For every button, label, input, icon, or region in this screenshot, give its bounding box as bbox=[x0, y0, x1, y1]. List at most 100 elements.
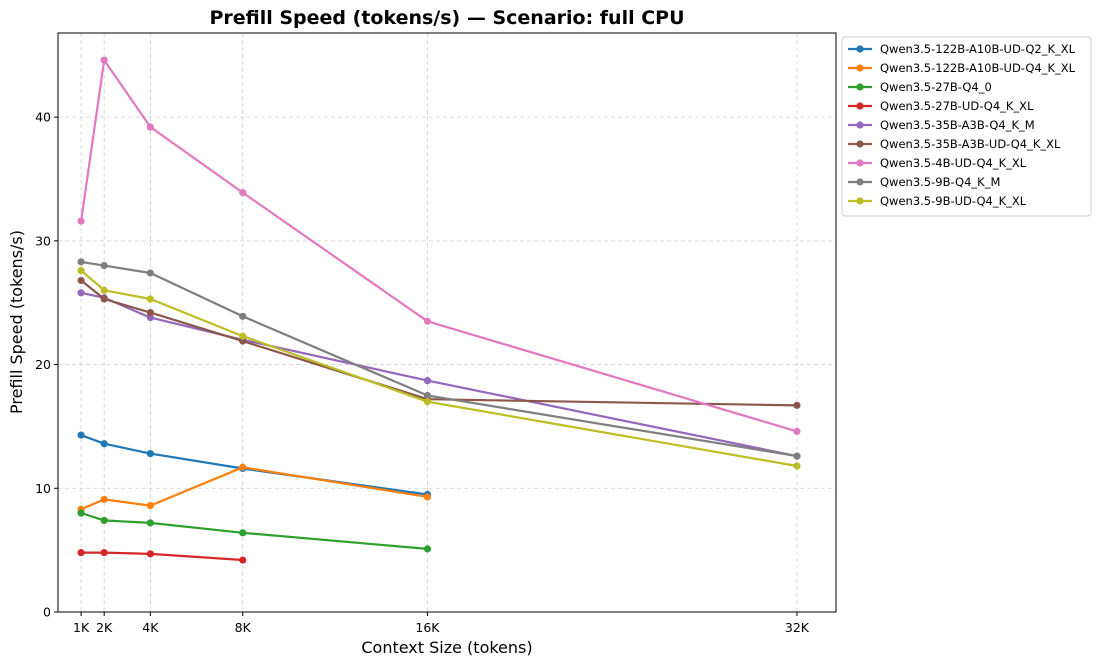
x-axis-label: Context Size (tokens) bbox=[361, 638, 532, 657]
data-point bbox=[77, 217, 85, 225]
data-point bbox=[239, 312, 247, 320]
y-tick-label: 40 bbox=[35, 110, 51, 125]
y-axis-label: Prefill Speed (tokens/s) bbox=[7, 230, 26, 414]
data-point bbox=[77, 258, 85, 266]
data-point bbox=[146, 269, 154, 277]
series-line bbox=[80, 511, 428, 550]
series-8 bbox=[77, 266, 801, 470]
data-point bbox=[100, 261, 108, 270]
legend-swatch-marker bbox=[856, 45, 864, 53]
legend-swatch-marker bbox=[856, 64, 864, 72]
legend-label: Qwen3.5-122B-A10B-UD-Q2_K_XL bbox=[880, 42, 1076, 56]
x-tick-label: 8K bbox=[235, 620, 252, 635]
y-tick-label: 30 bbox=[35, 233, 51, 248]
legend-label: Qwen3.5-35B-A3B-Q4_K_M bbox=[880, 118, 1035, 132]
series-line bbox=[80, 279, 797, 407]
series-7 bbox=[77, 258, 801, 460]
legend-label: Qwen3.5-122B-A10B-UD-Q4_K_XL bbox=[880, 61, 1076, 75]
legend-swatch-marker bbox=[856, 121, 864, 129]
data-point bbox=[100, 56, 108, 64]
data-point bbox=[239, 337, 247, 345]
axis-ticks: 1K 2K 4K 8K 16K 32K 0 10 20 30 40 bbox=[35, 110, 810, 635]
data-point bbox=[146, 313, 154, 322]
legend-item: Qwen3.5-35B-A3B-Q4_K_M bbox=[848, 118, 1035, 132]
data-point bbox=[77, 266, 85, 275]
y-tick-label: 20 bbox=[35, 357, 51, 372]
legend-swatch-marker bbox=[856, 197, 864, 205]
series-line bbox=[80, 269, 798, 468]
data-point bbox=[100, 516, 108, 525]
legend-label: Qwen3.5-9B-UD-Q4_K_XL bbox=[880, 194, 1027, 208]
legend-item: Qwen3.5-9B-UD-Q4_K_XL bbox=[848, 194, 1027, 208]
data-point bbox=[77, 431, 85, 439]
data-point bbox=[793, 452, 801, 460]
y-tick-label: 10 bbox=[35, 481, 51, 496]
data-point bbox=[100, 295, 108, 303]
data-point bbox=[100, 495, 108, 504]
data-point bbox=[146, 123, 154, 131]
data-point bbox=[100, 549, 108, 557]
data-point bbox=[77, 509, 85, 517]
legend-swatch-marker bbox=[856, 140, 864, 148]
data-point bbox=[239, 188, 247, 197]
x-tick-label: 32K bbox=[785, 620, 810, 635]
legend: Qwen3.5-122B-A10B-UD-Q2_K_XL Qwen3.5-122B… bbox=[841, 36, 1092, 217]
legend-label: Qwen3.5-27B-UD-Q4_K_XL bbox=[880, 99, 1034, 113]
plot-area bbox=[57, 32, 837, 613]
x-tick-label: 2K bbox=[96, 620, 113, 635]
data-point bbox=[793, 401, 801, 409]
legend-swatch-marker bbox=[856, 178, 864, 186]
data-point bbox=[423, 545, 432, 553]
legend-label: Qwen3.5-35B-A3B-UD-Q4_K_XL bbox=[880, 137, 1061, 151]
series-line bbox=[80, 59, 798, 433]
data-point bbox=[100, 440, 108, 448]
legend-item: Qwen3.5-122B-A10B-UD-Q4_K_XL bbox=[848, 61, 1076, 75]
data-point bbox=[423, 317, 432, 325]
data-point bbox=[239, 332, 247, 340]
data-point bbox=[423, 391, 432, 400]
data-point bbox=[239, 463, 247, 471]
data-point bbox=[239, 556, 247, 564]
chart-title: Prefill Speed (tokens/s) — Scenario: ful… bbox=[209, 7, 684, 29]
legend-item: Qwen3.5-27B-UD-Q4_K_XL bbox=[848, 99, 1034, 113]
data-point bbox=[423, 398, 432, 406]
legend-label: Qwen3.5-9B-Q4_K_M bbox=[880, 175, 1000, 189]
series-line bbox=[80, 260, 798, 458]
legend-swatch-marker bbox=[856, 159, 864, 167]
series-line bbox=[80, 291, 798, 458]
data-point bbox=[77, 549, 85, 557]
series-4 bbox=[77, 289, 801, 460]
data-point bbox=[146, 450, 154, 458]
data-point bbox=[146, 550, 154, 558]
data-point bbox=[77, 276, 85, 285]
x-tick-label: 16K bbox=[415, 620, 440, 635]
legend-item: Qwen3.5-4B-UD-Q4_K_XL bbox=[848, 156, 1027, 170]
data-point bbox=[423, 377, 432, 385]
legend-item: Qwen3.5-122B-A10B-UD-Q2_K_XL bbox=[848, 42, 1076, 56]
x-tick-label: 4K bbox=[142, 620, 159, 635]
legend-swatch-marker bbox=[856, 83, 864, 91]
data-point bbox=[423, 493, 432, 501]
legend-swatch-marker bbox=[856, 102, 864, 110]
x-tick-label: 1K bbox=[73, 620, 90, 635]
series-lines bbox=[77, 56, 801, 564]
series-2 bbox=[77, 509, 432, 553]
legend-label: Qwen3.5-4B-UD-Q4_K_XL bbox=[880, 156, 1027, 170]
data-point bbox=[77, 289, 85, 297]
series-line bbox=[80, 434, 428, 496]
legend-item: Qwen3.5-9B-Q4_K_M bbox=[848, 175, 1000, 189]
data-point bbox=[793, 427, 801, 435]
series-line bbox=[81, 551, 243, 562]
series-5 bbox=[77, 276, 801, 409]
data-point bbox=[146, 502, 154, 510]
series-6 bbox=[77, 56, 801, 435]
series-1 bbox=[77, 463, 432, 513]
legend-item: Qwen3.5-35B-A3B-UD-Q4_K_XL bbox=[848, 137, 1061, 151]
data-point bbox=[239, 529, 247, 537]
y-tick-label: 0 bbox=[43, 605, 51, 620]
data-point bbox=[146, 309, 154, 317]
series-3 bbox=[77, 549, 247, 564]
data-point bbox=[146, 519, 154, 527]
legend-item: Qwen3.5-27B-Q4_0 bbox=[848, 80, 992, 94]
